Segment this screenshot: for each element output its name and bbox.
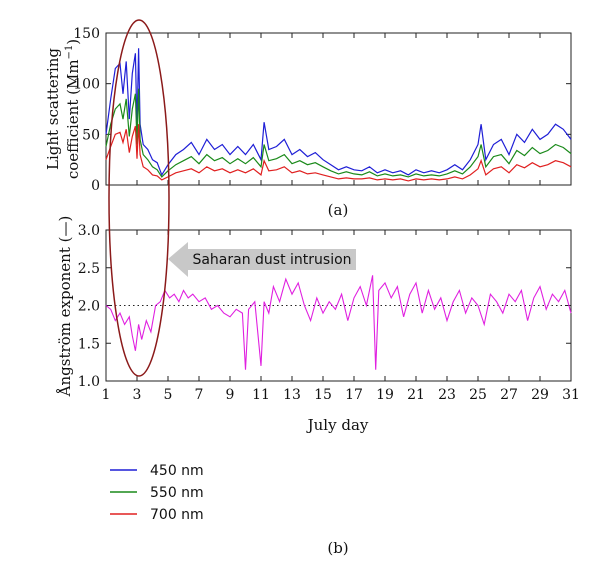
annotation-text: Saharan dust intrusion [192,252,351,268]
angstrom-exponent-line [105,275,572,370]
panel-b-ytick-label: 2.5 [78,261,100,277]
panel-b-xtick-label: 25 [469,387,487,403]
panel-b-xtick-label: 19 [376,387,394,403]
panel-a-ytick-label: 0 [91,178,100,194]
panel-b-xtick-label: 21 [407,387,425,403]
panel-b-ylabel: Ångström exponent (—) [56,216,74,398]
legend-label: 700 nm [150,507,204,523]
panel-b-series [105,275,572,370]
panel-b-xtick-label: 11 [252,387,270,403]
panel-b-xtick-label: 29 [531,387,549,403]
panel-a-frame [105,32,572,186]
panel-a-ytick-label: 150 [73,26,100,42]
series-line-700-nm [105,124,572,182]
panel-b-xlabel: July day [306,416,369,434]
panel-a-ylabel-line1: Light scattering [44,48,62,170]
panel-b-x-ticks: 1 3 5 7 9 11 13 15 17 19 21 23 25 27 29 31 [102,230,580,403]
legend-label: 450 nm [150,463,204,479]
panel-b: 1.01.52.02.53.0 1 3 5 7 9 11 13 15 17 19 21 23 25 27 2… [56,216,580,434]
panel-a-ylabel-suffix: ) [64,39,82,45]
panel-a-y-ticks: 0 50 100 150 [73,26,571,194]
panel-b-ytick-label: 2.0 [78,299,100,315]
panel-b-xtick-label: 23 [438,387,456,403]
panel-b-xtick-label: 17 [345,387,363,403]
panel-a-ytick-label: 100 [73,77,100,93]
panel-b-ytick-label: 3.0 [78,223,100,239]
panel-b-xtick-label: 13 [283,387,301,403]
dust-annotation: Saharan dust intrusion [168,242,356,277]
series-line-550-nm [105,88,572,178]
panel-a-series [105,48,572,182]
panel-a-x-ticks [105,33,572,185]
panel-b-ytick-label: 1.0 [78,374,100,390]
panel-b-xtick-label: 5 [164,387,173,403]
legend: 450 nm 550 nm 700 nm [110,463,204,523]
panel-b-xtick-label: 31 [562,387,580,403]
series-line-450-nm [105,48,572,177]
panel-a-label: (a) [328,201,349,219]
panel-a-ylabel-sup: −1 [64,45,75,60]
panel-b-xtick-label: 15 [314,387,332,403]
legend-label: 550 nm [150,485,204,501]
dust-ellipse [108,19,170,377]
panel-b-xtick-label: 3 [133,387,142,403]
panel-b-xtick-label: 27 [500,387,518,403]
panel-b-label: (b) [327,539,348,557]
panel-b-xtick-label: 9 [226,387,235,403]
panel-b-ytick-label: 1.5 [78,336,100,352]
panel-b-xtick-label: 1 [102,387,111,403]
panel-a-ylabel-line2: coefficient (Mm−1) [64,39,82,179]
panel-a: 0 50 100 150 Light scattering coefficient (… [44,26,572,219]
annotation-arrow [168,242,356,277]
panel-a-ylabel-prefix: coefficient (Mm [64,59,82,179]
panel-b-y-ticks: 1.0 1.5 2.0 2.5 3.0 [78,223,571,390]
panel-a-ytick-label: 50 [82,127,100,143]
panel-b-xtick-label: 7 [195,387,204,403]
